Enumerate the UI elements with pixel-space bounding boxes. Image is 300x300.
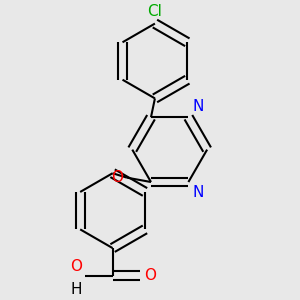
Text: N: N bbox=[192, 185, 204, 200]
Text: O: O bbox=[70, 259, 82, 274]
Text: N: N bbox=[192, 99, 204, 114]
Text: O: O bbox=[144, 268, 156, 283]
Text: H: H bbox=[70, 282, 82, 297]
Text: O: O bbox=[111, 170, 123, 185]
Text: Cl: Cl bbox=[148, 4, 162, 19]
